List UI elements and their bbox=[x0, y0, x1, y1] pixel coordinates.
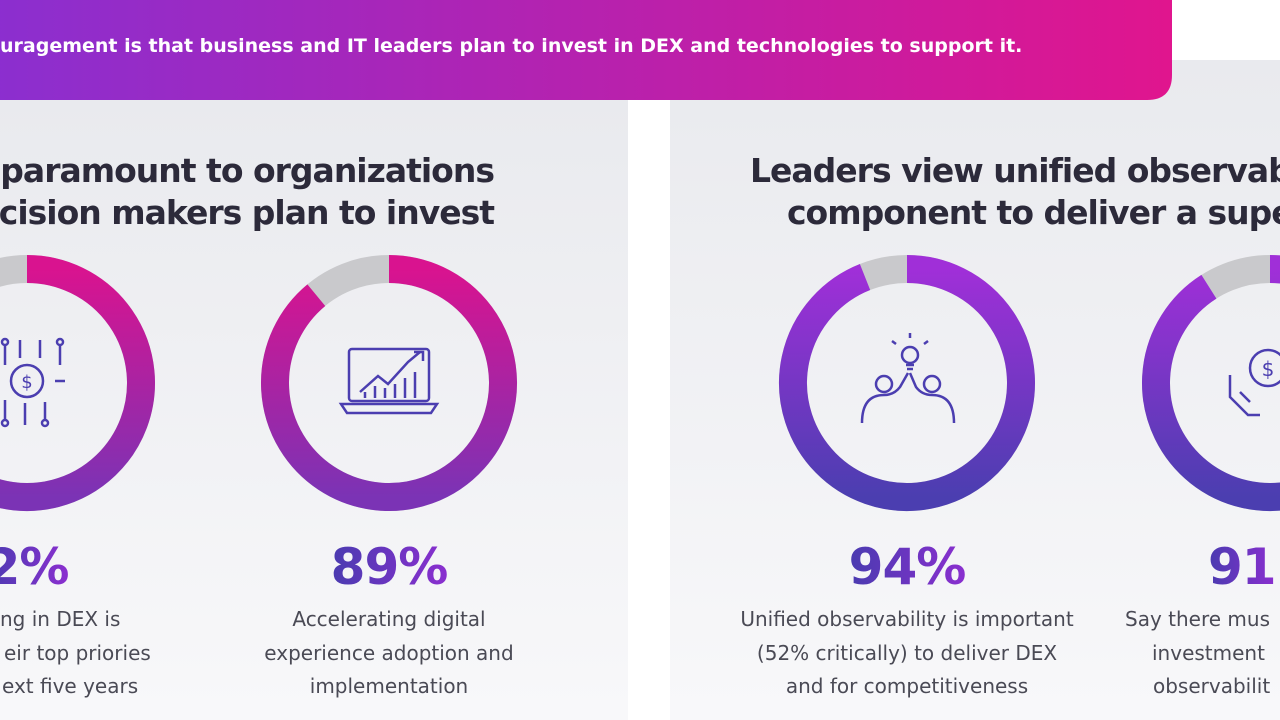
heading-line: is paramount to organizations bbox=[0, 151, 494, 190]
stats: 2% 89% 94% 91 ng in DEX is eir top prior… bbox=[0, 538, 1277, 698]
icon-laptop bbox=[338, 347, 440, 415]
stat-description: experience adoption and bbox=[264, 641, 513, 665]
stat-description: Accelerating digital bbox=[292, 607, 485, 631]
stat-description: and for competitiveness bbox=[786, 674, 1028, 698]
stat-description: implementation bbox=[310, 674, 468, 698]
donuts bbox=[0, 255, 1280, 511]
left-panel bbox=[0, 100, 628, 720]
heading-line: Leaders view unified observabili bbox=[750, 151, 1280, 190]
svg-text:$: $ bbox=[21, 372, 32, 393]
icon-money-hands: $ bbox=[1228, 348, 1280, 417]
right-panel bbox=[670, 60, 1280, 720]
stat-description: investment bbox=[1152, 641, 1265, 665]
stat-description: ng in DEX is bbox=[0, 607, 120, 631]
icon-chip: $ bbox=[0, 337, 65, 428]
donut-arc bbox=[1142, 255, 1280, 511]
stat-percent: 89% bbox=[331, 538, 448, 596]
stat-description: Say there mus bbox=[1125, 607, 1270, 631]
banner bbox=[0, 0, 1172, 100]
icon-team bbox=[860, 333, 956, 424]
stat-percent: 91 bbox=[1208, 538, 1276, 596]
donut-arc bbox=[779, 255, 1035, 511]
stat-description: ext five years bbox=[2, 674, 138, 698]
donut-arc bbox=[261, 255, 517, 511]
banner-text: uragement is that business and IT leader… bbox=[0, 35, 1022, 57]
stat-percent: 2% bbox=[0, 538, 68, 596]
stat-description: (52% critically) to deliver DEX bbox=[757, 641, 1057, 665]
stat-percent: 94% bbox=[849, 538, 966, 596]
svg-text:$: $ bbox=[1262, 357, 1275, 381]
donut-arc bbox=[0, 255, 155, 511]
stat-description: eir top priories bbox=[4, 641, 151, 665]
stat-description: observabilit bbox=[1153, 674, 1270, 698]
stat-description: Unified observability is important bbox=[740, 607, 1073, 631]
heading-line: component to deliver a superi bbox=[787, 193, 1280, 232]
heading-line: decision makers plan to invest bbox=[0, 193, 495, 232]
